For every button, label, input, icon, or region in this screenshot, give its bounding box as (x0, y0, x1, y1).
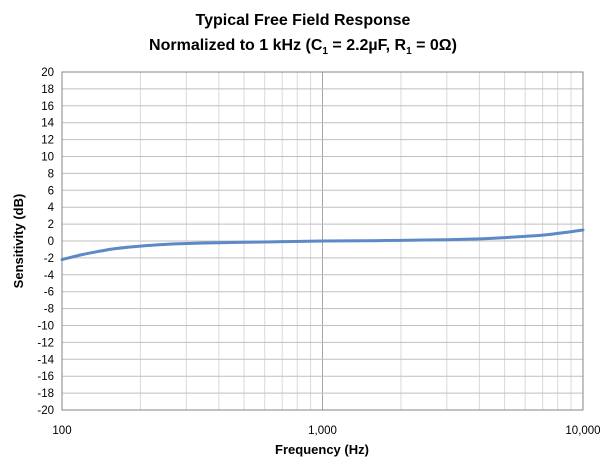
chart-subtitle: Normalized to 1 kHz (C1 = 2.2µF, R1 = 0Ω… (149, 37, 457, 57)
series-group (60, 228, 585, 262)
y-tick-label: 8 (48, 168, 54, 180)
plot-frame (61, 71, 584, 411)
y-tick-label: -8 (44, 304, 54, 316)
y-tick-label: 18 (41, 84, 54, 96)
x-tick-labels: 100 1,000 10,000 (52, 425, 600, 437)
y-tick-label: -10 (37, 321, 54, 333)
y-tick-label: -20 (37, 405, 54, 417)
y-tick-label: 6 (48, 185, 54, 197)
y-tick-label: 0 (48, 236, 54, 248)
x-axis-label: Frequency (Hz) (275, 442, 369, 457)
response-line (60, 228, 585, 262)
y-tick-label: 4 (48, 202, 55, 214)
x-tick-label: 1,000 (308, 425, 337, 437)
x-tick-label: 100 (52, 425, 71, 437)
y-tick-label: 12 (41, 135, 54, 147)
y-tick-label: -16 (37, 371, 54, 383)
y-tick-label: -6 (44, 287, 54, 299)
y-tick-label: -18 (37, 388, 54, 400)
y-tick-label: -2 (44, 253, 54, 265)
y-tick-label: -12 (37, 337, 54, 349)
y-tick-label: -14 (37, 354, 54, 366)
chart-title: Typical Free Field Response (196, 12, 411, 29)
y-tick-label: -4 (44, 270, 55, 282)
y-tick-label: 16 (41, 101, 54, 113)
y-tick-label: 20 (41, 67, 54, 79)
y-axis-label: Sensitivity (dB) (11, 194, 26, 289)
y-tick-label: 14 (41, 118, 54, 130)
x-tick-label: 10,000 (565, 425, 600, 437)
y-tick-label: 2 (48, 219, 54, 231)
y-tick-labels: -20-18-16-14-12-10-8-6-4-202468101214161… (37, 67, 54, 417)
y-tick-label: 10 (41, 152, 54, 164)
